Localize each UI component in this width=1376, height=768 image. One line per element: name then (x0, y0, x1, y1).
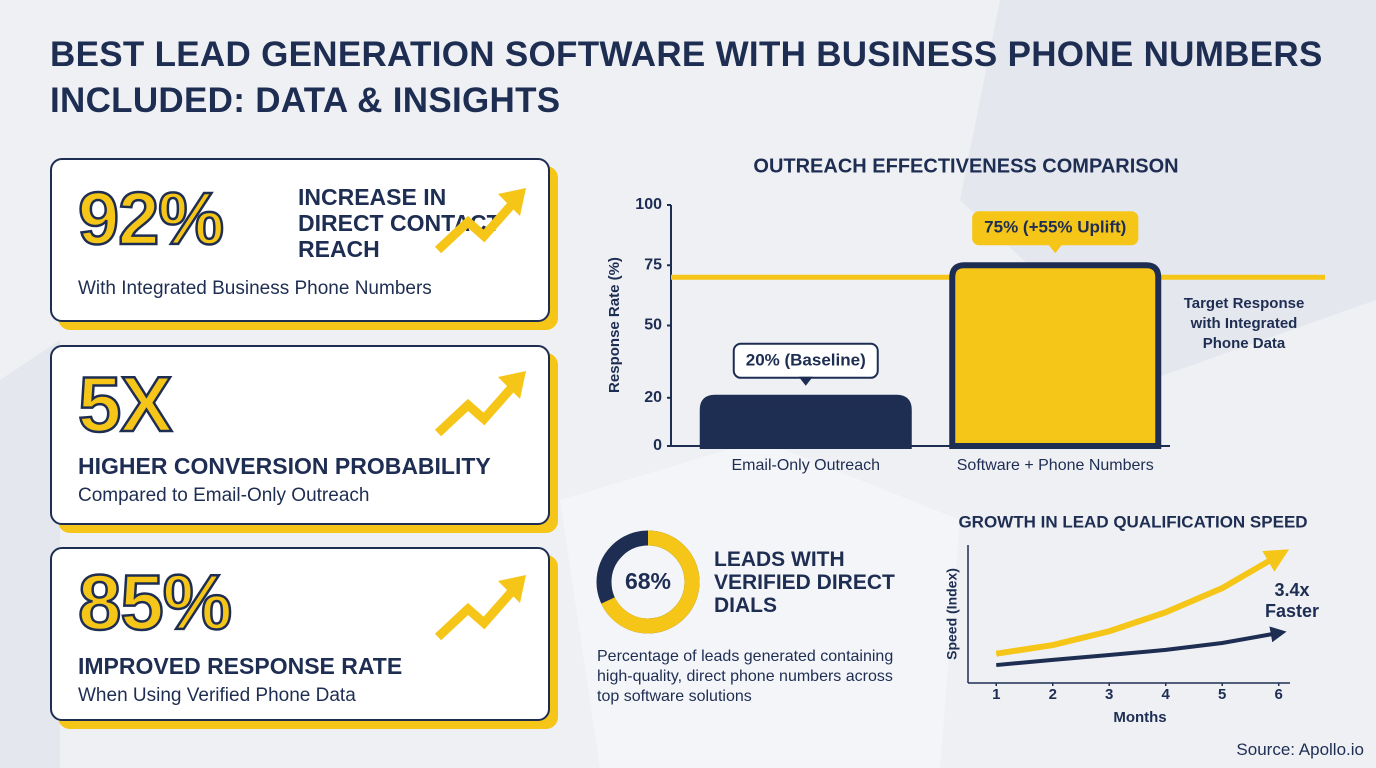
card-text: With Integrated Business Phone Numbers (78, 278, 432, 299)
x-tick-label: Software + Phone Numbers (957, 457, 1154, 474)
series-line (995, 549, 1290, 657)
growth-icon (434, 575, 526, 641)
x-tick-label: Email-Only Outreach (732, 457, 881, 474)
x-tick-label: 5 (1218, 686, 1226, 703)
card-text: When Using Verified Phone Data (78, 685, 356, 706)
chart-title: GROWTH IN LEAD QUALIFICATION SPEED (958, 512, 1307, 531)
card-heading: IMPROVED RESPONSE RATE (78, 653, 403, 679)
value-label: 75% (+55% Uplift) (984, 218, 1126, 237)
donut-description: Percentage of leads generated containing… (597, 648, 894, 705)
stat-card: 5X HIGHER CONVERSION PROBABILITY Compare… (50, 345, 550, 525)
callout-pointer (798, 376, 813, 386)
target-label: Target Response with Integrated Phone Da… (1183, 295, 1305, 352)
value-label: 20% (Baseline) (746, 350, 866, 369)
card-stat: 85% (77, 557, 234, 648)
bar (699, 394, 912, 449)
y-tick-label: 50 (644, 317, 662, 334)
growth-icon (434, 371, 526, 437)
x-tick-label: 1 (992, 686, 1000, 703)
page-title: BEST LEAD GENERATION SOFTWARE WITH BUSIN… (50, 35, 1323, 120)
card-text: Compared to Email-Only Outreach (78, 485, 370, 506)
y-tick-label: 20 (644, 389, 662, 406)
stat-card: 92% INCREASE IN DIRECT CONTACT REACH Wit… (50, 158, 550, 322)
growth-icon (434, 188, 526, 254)
x-tick-label: 3 (1105, 686, 1113, 703)
y-axis-label: Speed (Index) (944, 568, 960, 660)
chart-title: OUTREACH EFFECTIVENESS COMPARISON (753, 155, 1178, 177)
x-tick-label: 2 (1049, 686, 1057, 703)
card-stat: 5X (77, 359, 174, 450)
x-tick-label: 6 (1275, 686, 1283, 703)
x-axis-label: Months (1113, 709, 1166, 726)
series-line (996, 626, 1287, 668)
source: Source: Apollo.io (1236, 740, 1364, 759)
bar (949, 262, 1162, 449)
card-heading: INCREASE IN DIRECT CONTACT REACH (298, 184, 501, 262)
y-tick-label: 0 (653, 437, 662, 454)
y-axis-label: Response Rate (%) (606, 257, 623, 393)
y-tick-label: 100 (635, 196, 662, 213)
line-annotation: 3.4x Faster (1264, 580, 1320, 621)
donut-segment (596, 530, 700, 634)
donut-title: LEADS WITH VERIFIED DIRECT DIALS (714, 548, 895, 617)
value-callout (972, 211, 1139, 246)
y-tick-label: 75 (644, 256, 662, 273)
donut-value-label: 68% (625, 568, 671, 594)
stat-card: 85% IMPROVED RESPONSE RATE When Using Ve… (50, 547, 550, 721)
card-stat: 92% (77, 176, 226, 262)
card-heading: HIGHER CONVERSION PROBABILITY (78, 453, 491, 479)
callout-pointer (1048, 244, 1063, 254)
x-tick-label: 4 (1162, 686, 1171, 703)
